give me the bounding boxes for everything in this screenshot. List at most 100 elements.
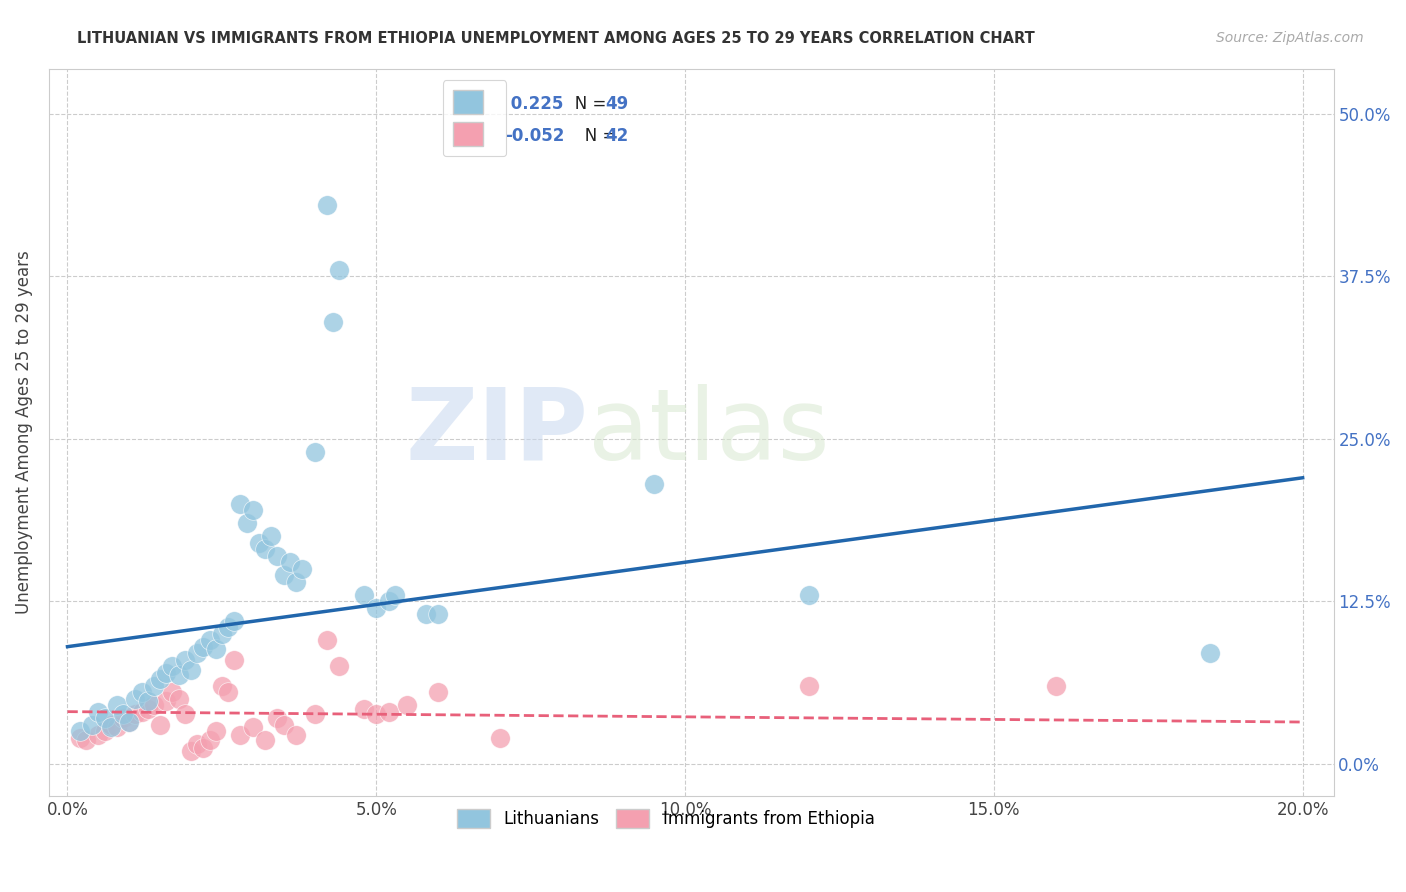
Text: atlas: atlas — [589, 384, 830, 481]
Point — [82, 717, 104, 731]
Point — [224, 653, 246, 667]
Point — [1199, 646, 1222, 660]
Point — [167, 691, 190, 706]
Text: N =: N = — [560, 95, 612, 113]
Text: R =: R = — [454, 127, 489, 145]
Point — [198, 633, 221, 648]
Point — [247, 535, 270, 549]
Point — [186, 646, 208, 660]
Point — [366, 600, 388, 615]
Point — [112, 711, 135, 725]
Point — [384, 588, 406, 602]
Point — [167, 668, 190, 682]
Point — [242, 720, 264, 734]
Text: 42: 42 — [605, 127, 628, 145]
Point — [396, 698, 419, 713]
Point — [149, 672, 172, 686]
Point — [315, 198, 337, 212]
Point — [193, 741, 215, 756]
Point — [415, 607, 437, 622]
Text: Source: ZipAtlas.com: Source: ZipAtlas.com — [1216, 31, 1364, 45]
Point — [155, 665, 177, 680]
Point — [211, 626, 233, 640]
Point — [118, 714, 141, 729]
Point — [75, 733, 97, 747]
Point — [69, 724, 91, 739]
Point — [377, 705, 399, 719]
Point — [100, 720, 122, 734]
Point — [285, 728, 308, 742]
Point — [112, 707, 135, 722]
Point — [217, 685, 239, 699]
Point — [87, 705, 110, 719]
Text: LITHUANIAN VS IMMIGRANTS FROM ETHIOPIA UNEMPLOYMENT AMONG AGES 25 TO 29 YEARS CO: LITHUANIAN VS IMMIGRANTS FROM ETHIOPIA U… — [77, 31, 1035, 46]
Point — [291, 562, 314, 576]
Point — [285, 574, 308, 589]
Point — [304, 444, 326, 458]
Point — [353, 588, 375, 602]
Point — [260, 529, 283, 543]
Point — [315, 633, 337, 648]
Point — [180, 743, 202, 757]
Point — [797, 588, 820, 602]
Point — [155, 694, 177, 708]
Y-axis label: Unemployment Among Ages 25 to 29 years: Unemployment Among Ages 25 to 29 years — [15, 251, 32, 615]
Point — [124, 691, 146, 706]
Point — [217, 620, 239, 634]
Point — [193, 640, 215, 654]
Point — [204, 724, 226, 739]
Text: 49: 49 — [605, 95, 628, 113]
Point — [136, 702, 159, 716]
Legend: Lithuanians, Immigrants from Ethiopia: Lithuanians, Immigrants from Ethiopia — [450, 803, 882, 835]
Text: N =: N = — [569, 127, 621, 145]
Text: -0.052: -0.052 — [505, 127, 564, 145]
Point — [377, 594, 399, 608]
Point — [254, 733, 277, 747]
Point — [143, 679, 166, 693]
Point — [797, 679, 820, 693]
Point — [211, 679, 233, 693]
Point — [124, 707, 146, 722]
Point — [105, 720, 128, 734]
Point — [328, 263, 350, 277]
Point — [87, 728, 110, 742]
Point — [136, 694, 159, 708]
Point — [643, 477, 665, 491]
Point — [427, 607, 450, 622]
Point — [366, 707, 388, 722]
Point — [273, 568, 295, 582]
Point — [198, 733, 221, 747]
Point — [266, 711, 288, 725]
Point — [118, 714, 141, 729]
Point — [105, 698, 128, 713]
Point — [131, 705, 153, 719]
Point — [254, 542, 277, 557]
Point — [235, 516, 257, 531]
Text: 0.225: 0.225 — [505, 95, 564, 113]
Point — [1045, 679, 1067, 693]
Point — [488, 731, 510, 745]
Point — [266, 549, 288, 563]
Point — [229, 497, 252, 511]
Point — [278, 555, 301, 569]
Point — [93, 724, 115, 739]
Point — [173, 707, 195, 722]
Point — [69, 731, 91, 745]
Point — [149, 717, 172, 731]
Point — [186, 737, 208, 751]
Point — [229, 728, 252, 742]
Point — [173, 653, 195, 667]
Point — [224, 614, 246, 628]
Text: R =: R = — [454, 95, 489, 113]
Point — [273, 717, 295, 731]
Point — [180, 663, 202, 677]
Point — [93, 711, 115, 725]
Point — [162, 659, 184, 673]
Point — [304, 707, 326, 722]
Point — [353, 702, 375, 716]
Text: ZIP: ZIP — [405, 384, 589, 481]
Point — [204, 642, 226, 657]
Point — [100, 717, 122, 731]
Point — [427, 685, 450, 699]
Point — [143, 698, 166, 713]
